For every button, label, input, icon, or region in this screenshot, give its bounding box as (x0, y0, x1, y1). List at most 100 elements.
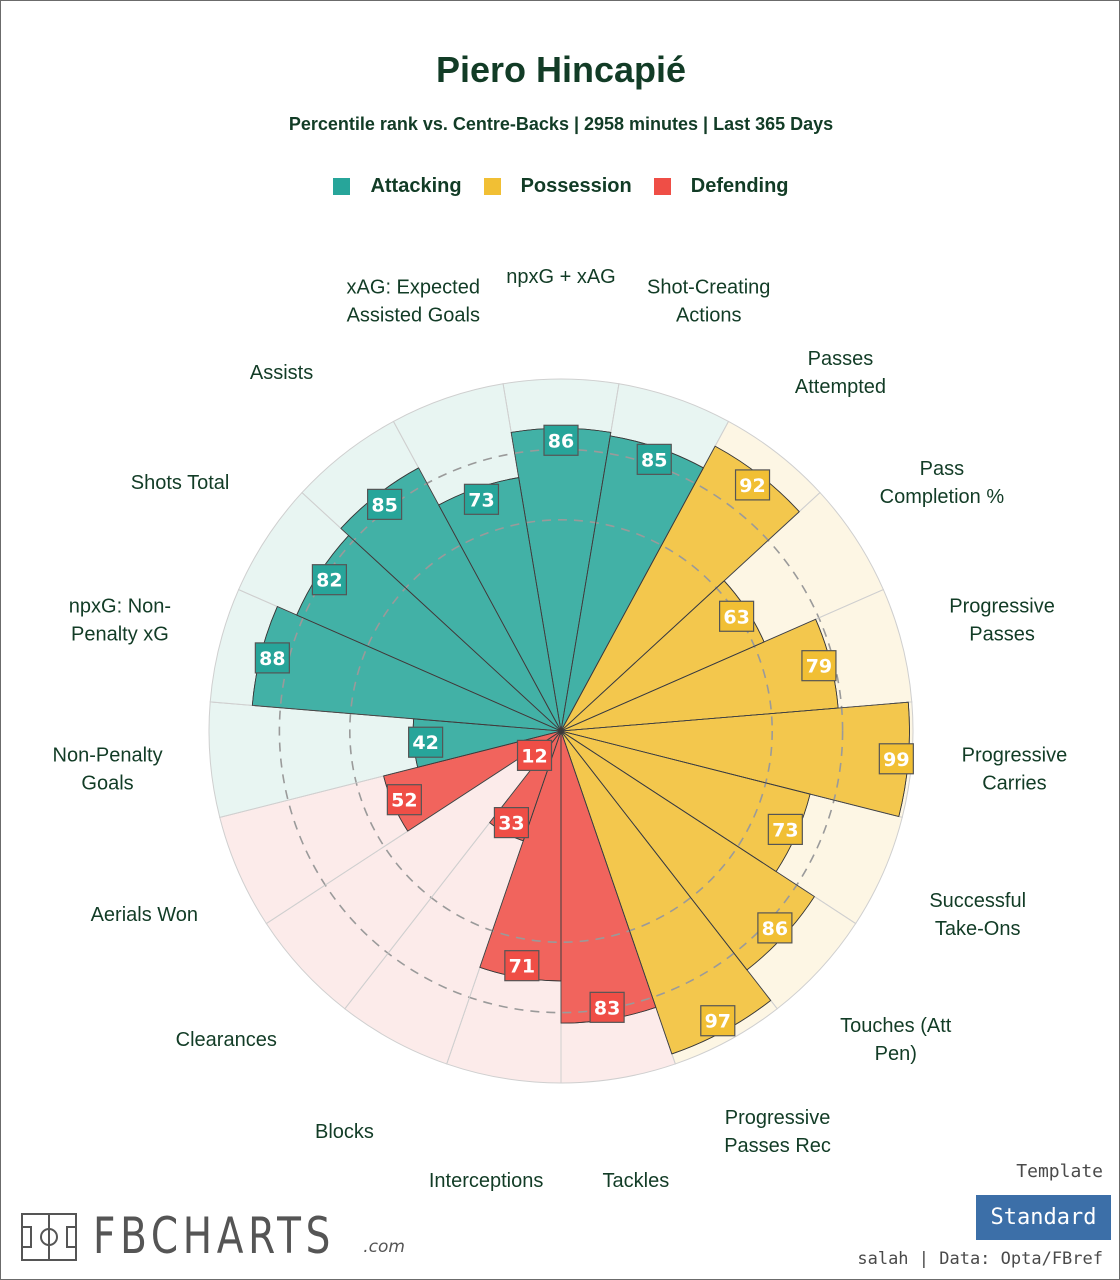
category-label-line: Progressive (949, 595, 1055, 617)
value-box (366, 488, 403, 520)
category-label-line: Non-Penalty (53, 745, 163, 767)
category-label-line: Goals (81, 773, 133, 795)
pitch-icon (21, 1213, 77, 1261)
value-label: 12 (521, 745, 547, 767)
value-box (408, 726, 444, 758)
category-label: xAG: Expected Assisted Goals (347, 277, 480, 327)
legend-item-possession: Possession (483, 175, 632, 198)
value-box (254, 642, 290, 674)
category-label-line: Pass (920, 458, 964, 480)
value-box (801, 650, 837, 682)
category-label-line: Passes (808, 348, 874, 370)
legend-label-defending: Defending (690, 175, 789, 197)
value-box (757, 912, 793, 944)
value-label: 99 (883, 749, 909, 771)
category-label: Successful Take-Ons (929, 890, 1026, 940)
category-label: Touches (Att Pen) (840, 1015, 952, 1065)
value-box (878, 743, 914, 775)
category-label: Tackles (603, 1170, 670, 1192)
value-label: 73 (468, 489, 494, 511)
value-label: 52 (391, 790, 417, 812)
category-label: Progressive Carries (962, 745, 1068, 795)
category-label-line: Tackles (603, 1170, 670, 1192)
category-label-line: Assists (250, 362, 313, 384)
legend-item-defending: Defending (653, 175, 789, 198)
category-label-line: Take-Ons (935, 918, 1021, 940)
value-label: 88 (259, 648, 285, 670)
template-standard-button[interactable]: Standard (976, 1195, 1111, 1240)
value-box (311, 564, 348, 596)
value-label: 71 (509, 956, 535, 978)
category-label: Interceptions (429, 1170, 544, 1192)
value-label: 73 (772, 819, 798, 841)
value-label: 42 (412, 732, 438, 754)
value-label: 82 (316, 570, 342, 592)
legend-swatch-possession (483, 178, 501, 195)
category-label-line: xAG: Expected (347, 277, 480, 299)
category-label: Blocks (315, 1121, 374, 1143)
category-label-line: Penalty xG (71, 623, 169, 645)
category-label: Progressive Passes Rec (724, 1107, 831, 1157)
category-label: npxG + xAG (506, 266, 616, 288)
legend: Attacking Possession Defending (1, 175, 1120, 198)
category-label: npxG: Non- Penalty xG (69, 595, 171, 645)
category-label-line: Passes Rec (724, 1135, 831, 1157)
value-label: 85 (371, 494, 397, 516)
legend-label-possession: Possession (520, 175, 632, 197)
value-box (493, 807, 530, 839)
category-label-line: Shots Total (131, 472, 230, 494)
category-label-line: npxG: Non- (69, 595, 171, 617)
legend-swatch-attacking (333, 178, 351, 195)
chart-title: Piero Hincapié (435, 49, 687, 90)
value-box (734, 469, 771, 501)
category-label: Passes Attempted (795, 348, 886, 398)
category-label: Aerials Won (91, 904, 198, 926)
category-label-line: Passes (969, 623, 1035, 645)
value-box (636, 443, 672, 475)
category-label-line: Attempted (795, 376, 886, 398)
value-label: 86 (762, 918, 788, 940)
category-label-line: Touches (Att (840, 1015, 952, 1037)
category-label: Pass Completion % (880, 458, 1005, 508)
category-label: Shot-Creating Actions (647, 277, 770, 327)
legend-item-attacking: Attacking (333, 175, 462, 198)
chart-subtitle: Percentile rank vs. Centre-Backs | 2958 … (288, 114, 834, 134)
category-label-line: Blocks (315, 1121, 374, 1143)
value-box (767, 813, 803, 845)
category-label-line: Assisted Goals (347, 305, 480, 327)
data-credit: salah | Data: Opta/FBref (857, 1249, 1103, 1269)
value-label: 92 (739, 475, 765, 497)
legend-label-attacking: Attacking (370, 175, 462, 197)
category-label: Progressive Passes (949, 595, 1055, 645)
category-label-line: Progressive (962, 745, 1068, 767)
value-box (719, 600, 755, 632)
category-label-line: Interceptions (429, 1170, 544, 1192)
legend-swatch-defending (653, 178, 671, 195)
value-label: 83 (594, 997, 620, 1019)
value-label: 79 (806, 656, 832, 678)
category-label: Shots Total (131, 472, 230, 494)
reference-ring (348, 518, 773, 943)
value-box (504, 950, 540, 982)
category-label-line: Progressive (725, 1107, 831, 1129)
category-label-line: Shot-Creating (647, 277, 770, 299)
value-box (516, 739, 553, 771)
value-label: 97 (705, 1011, 731, 1033)
category-label: Clearances (176, 1029, 277, 1051)
value-box (386, 784, 422, 816)
category-label: Non-Penalty Goals (53, 745, 163, 795)
category-label-line: Actions (676, 305, 742, 327)
logo-text: FBCHARTS (93, 1207, 336, 1265)
fbcharts-logo: FBCHARTS .com (21, 1211, 405, 1261)
value-box (700, 1005, 736, 1037)
value-box (463, 483, 500, 515)
category-label-line: Successful (929, 890, 1026, 912)
category-label-line: Aerials Won (91, 904, 198, 926)
category-label-line: Completion % (880, 486, 1005, 508)
category-label-line: Clearances (176, 1029, 277, 1051)
reference-ring (278, 448, 844, 1014)
category-label: Assists (250, 362, 313, 384)
category-label-line: Carries (982, 773, 1046, 795)
